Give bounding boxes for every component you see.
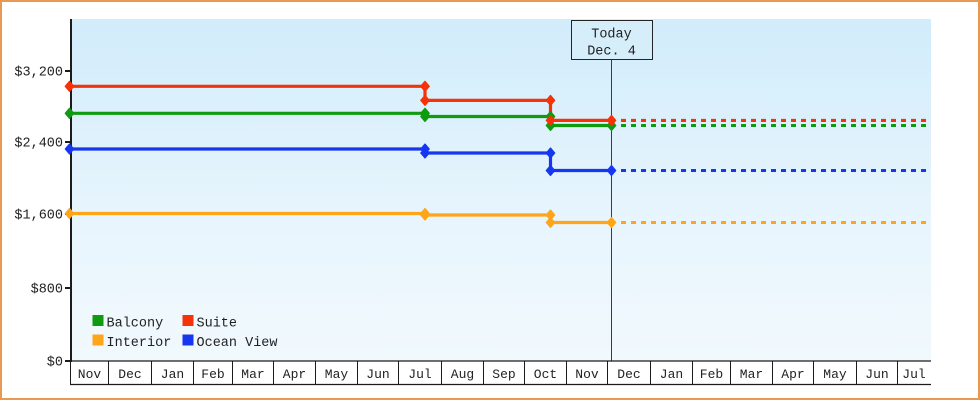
svg-text:Jul: Jul — [902, 367, 926, 382]
svg-text:Mar: Mar — [740, 367, 763, 382]
svg-text:$2,400: $2,400 — [14, 137, 63, 152]
svg-text:Today: Today — [591, 27, 632, 42]
svg-text:Nov: Nov — [575, 367, 599, 382]
svg-text:Mar: Mar — [241, 367, 264, 382]
svg-text:Balcony: Balcony — [107, 316, 164, 331]
svg-text:Feb: Feb — [201, 367, 224, 382]
svg-text:Interior: Interior — [107, 336, 172, 351]
svg-text:$3,200: $3,200 — [14, 66, 63, 81]
svg-text:May: May — [823, 367, 847, 382]
svg-text:Apr: Apr — [781, 367, 804, 382]
svg-text:Aug: Aug — [451, 367, 474, 382]
svg-text:$1,600: $1,600 — [14, 209, 63, 224]
svg-text:Suite: Suite — [197, 316, 238, 331]
svg-text:Sep: Sep — [492, 367, 515, 382]
svg-text:Apr: Apr — [283, 367, 306, 382]
svg-text:May: May — [325, 367, 349, 382]
svg-text:Jan: Jan — [161, 367, 184, 382]
svg-text:$800: $800 — [31, 283, 63, 298]
svg-text:Feb: Feb — [700, 367, 723, 382]
svg-text:Dec: Dec — [118, 367, 141, 382]
svg-text:Jun: Jun — [865, 367, 888, 382]
svg-text:Dec: Dec — [617, 367, 640, 382]
svg-text:Oct: Oct — [534, 367, 557, 382]
svg-text:Ocean View: Ocean View — [197, 336, 278, 351]
svg-text:$0: $0 — [47, 356, 63, 371]
svg-text:Jul: Jul — [408, 367, 432, 382]
svg-text:Dec. 4: Dec. 4 — [587, 45, 636, 60]
svg-text:Jun: Jun — [366, 367, 389, 382]
svg-text:Nov: Nov — [78, 367, 102, 382]
svg-text:Jan: Jan — [660, 367, 683, 382]
